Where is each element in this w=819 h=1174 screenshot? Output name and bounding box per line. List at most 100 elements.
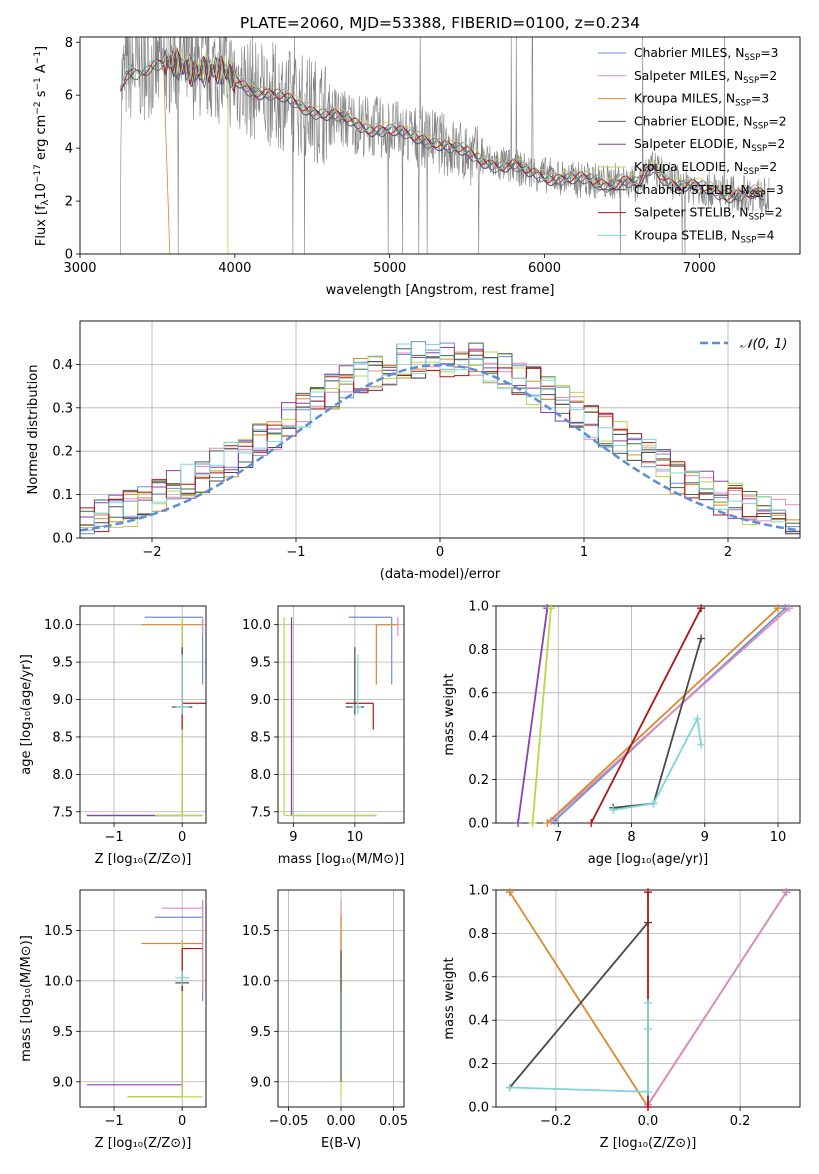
normal-curve (80, 363, 800, 532)
weight-age-frame (495, 605, 801, 824)
series-salpeter-stelib-marker (587, 819, 596, 827)
spectrum-frame (79, 36, 801, 255)
x-tick-label: 5000 (373, 261, 406, 276)
weight-age-axes: 7 8 9 10 0.0 0.2 0.4 0.6 0.8 1.0 age [log₁₀(age/yr… (442, 600, 801, 867)
x-tick-label: 9 (289, 830, 297, 845)
y-tick-label: 0.0 (52, 532, 73, 547)
series-kroupa-stelib-marker (644, 998, 652, 1007)
y-tick-label: 8.5 (250, 730, 271, 745)
y-label-part: s (34, 90, 49, 101)
series-chabrier-stelib (613, 638, 702, 809)
y-tick-label: 1.0 (468, 600, 489, 615)
y-tick-label: 0.4 (468, 730, 489, 745)
x-tick-label: −1 (286, 545, 305, 560)
x-tick-label: −1 (104, 1114, 123, 1129)
y-tick-label: 2 (65, 195, 73, 210)
legend-entry: 𝒩(0, 1) (740, 337, 787, 352)
legend-count: =2 (768, 114, 786, 128)
y-tick-label: 9.5 (250, 1025, 271, 1040)
series-salpeter-miles-marker (782, 888, 791, 897)
y-tick-label: 0.4 (468, 1014, 489, 1029)
spectrum-plot-area (119, 37, 770, 254)
y-tick-label: 7.5 (52, 805, 73, 820)
legend-count: =3 (766, 183, 784, 197)
x-tick-label: −1 (104, 830, 123, 845)
x-tick-label: 3000 (63, 261, 96, 276)
series-kroupa-stelib-marker (505, 1083, 514, 1092)
y-label-part: 10 (34, 183, 49, 200)
x-axis-label: age [log₁₀(age/yr)] (588, 852, 709, 867)
mass-Z-frame (79, 889, 207, 1108)
y-axis-label: mass weight (442, 957, 457, 1039)
x-tick-label: 0.2 (730, 1114, 751, 1129)
y-axis-label: Flux [fλ10−17 erg cm−2 s−1 A−1] (33, 46, 51, 246)
histogram-salpeter-stelib (80, 350, 800, 533)
y-label-part: Flux [f (34, 205, 49, 246)
y-axis-label: Normed distribution (26, 365, 41, 495)
x-axis-label: wavelength [Angstrom, rest frame] (326, 283, 555, 298)
legend-count: =3 (751, 92, 769, 106)
age-Z-plot-area (86, 616, 206, 817)
y-tick-label: 10.0 (44, 618, 73, 633)
x-axis-label: E(B-V) (321, 1136, 361, 1151)
y-axis-label: mass weight (442, 673, 457, 755)
y-tick-label: 0.3 (52, 401, 73, 416)
series-salpeter-stelib-marker (697, 604, 706, 613)
age-Z-frame (79, 605, 207, 824)
series-kroupa-stelib-marker (649, 799, 658, 808)
y-tick-label: 9.0 (250, 693, 271, 708)
y-tick-label: 9.0 (52, 693, 73, 708)
x-axis-label: Z [log₁₀(Z/Z⊙)] (95, 852, 192, 867)
y-tick-label: 8.0 (250, 768, 271, 783)
y-label-part: ] (34, 46, 49, 51)
residuals-frame (79, 320, 801, 539)
series-salpeter-stelib-marker (644, 1103, 652, 1111)
y-tick-label: 8.0 (52, 768, 73, 783)
legend-subscript: SSP (751, 144, 767, 154)
x-tick-label: −0.2 (540, 1114, 572, 1129)
legend-entry: Chabrier ELODIE, NSSP=2 (634, 114, 787, 131)
age-mass-plot-area (283, 616, 399, 817)
age-mass-axes: 9 10 7.5 8.0 8.5 9.0 9.5 10.0 mass [log₁₀(M/M⊙)] (242, 605, 405, 867)
x-tick-label: 2 (724, 545, 732, 560)
series-salpeter-stelib-marker (644, 888, 652, 897)
series-chabrier-stelib-marker (697, 634, 706, 643)
mass-Z-axes: −1 0 9.0 9.5 10.0 10.5 Z [log₁₀(Z/Z⊙)] mass [lo… (19, 889, 207, 1151)
x-tick-label: 0.00 (327, 1114, 356, 1129)
series-kroupa-miles-marker (505, 888, 514, 897)
model-spectrum-salpeter-stelib (119, 47, 765, 201)
legend-subscript: SSP (743, 76, 759, 86)
x-axis-label: (data-model)/error (380, 567, 501, 582)
y-tick-label: 0.8 (468, 927, 489, 942)
x-tick-label: 8 (627, 830, 635, 845)
legend-subscript: SSP (749, 213, 765, 223)
y-tick-label: 9.5 (52, 1025, 73, 1040)
series-kroupa-elodie-marker (546, 604, 555, 613)
y-tick-label: 9.0 (52, 1075, 73, 1090)
y-label-part: −17 (33, 164, 43, 183)
x-tick-label: 0 (178, 1114, 186, 1129)
y-tick-label: 0.4 (52, 358, 73, 373)
y-tick-label: 0.1 (52, 488, 73, 503)
legend-entry: Kroupa MILES, NSSP=3 (634, 92, 769, 109)
y-tick-label: 0.0 (468, 1101, 489, 1116)
x-tick-label: 0.0 (638, 1114, 659, 1129)
y-axis-label: age [log₁₀(age/yr)] (19, 654, 34, 775)
legend-count: =3 (760, 46, 778, 60)
legend-count: =2 (767, 137, 785, 151)
y-tick-label: 9.5 (250, 656, 271, 671)
model-spectrum-kroupa-elodie (163, 50, 765, 254)
y-tick-label: 6 (65, 89, 73, 104)
x-tick-label: 4000 (218, 261, 251, 276)
legend-count: =4 (756, 228, 774, 242)
model-spectrum-kroupa-stelib (119, 45, 765, 198)
legend-subscript: SSP (750, 190, 766, 200)
x-tick-label: 10 (347, 830, 364, 845)
y-tick-label: 0.8 (468, 643, 489, 658)
mass-Z-plot-area (86, 900, 204, 1098)
series-kroupa-stelib-marker (644, 1024, 652, 1033)
x-axis-label: Z [log₁₀(Z/Z⊙)] (95, 1136, 192, 1151)
y-tick-label: 10.5 (44, 924, 73, 939)
